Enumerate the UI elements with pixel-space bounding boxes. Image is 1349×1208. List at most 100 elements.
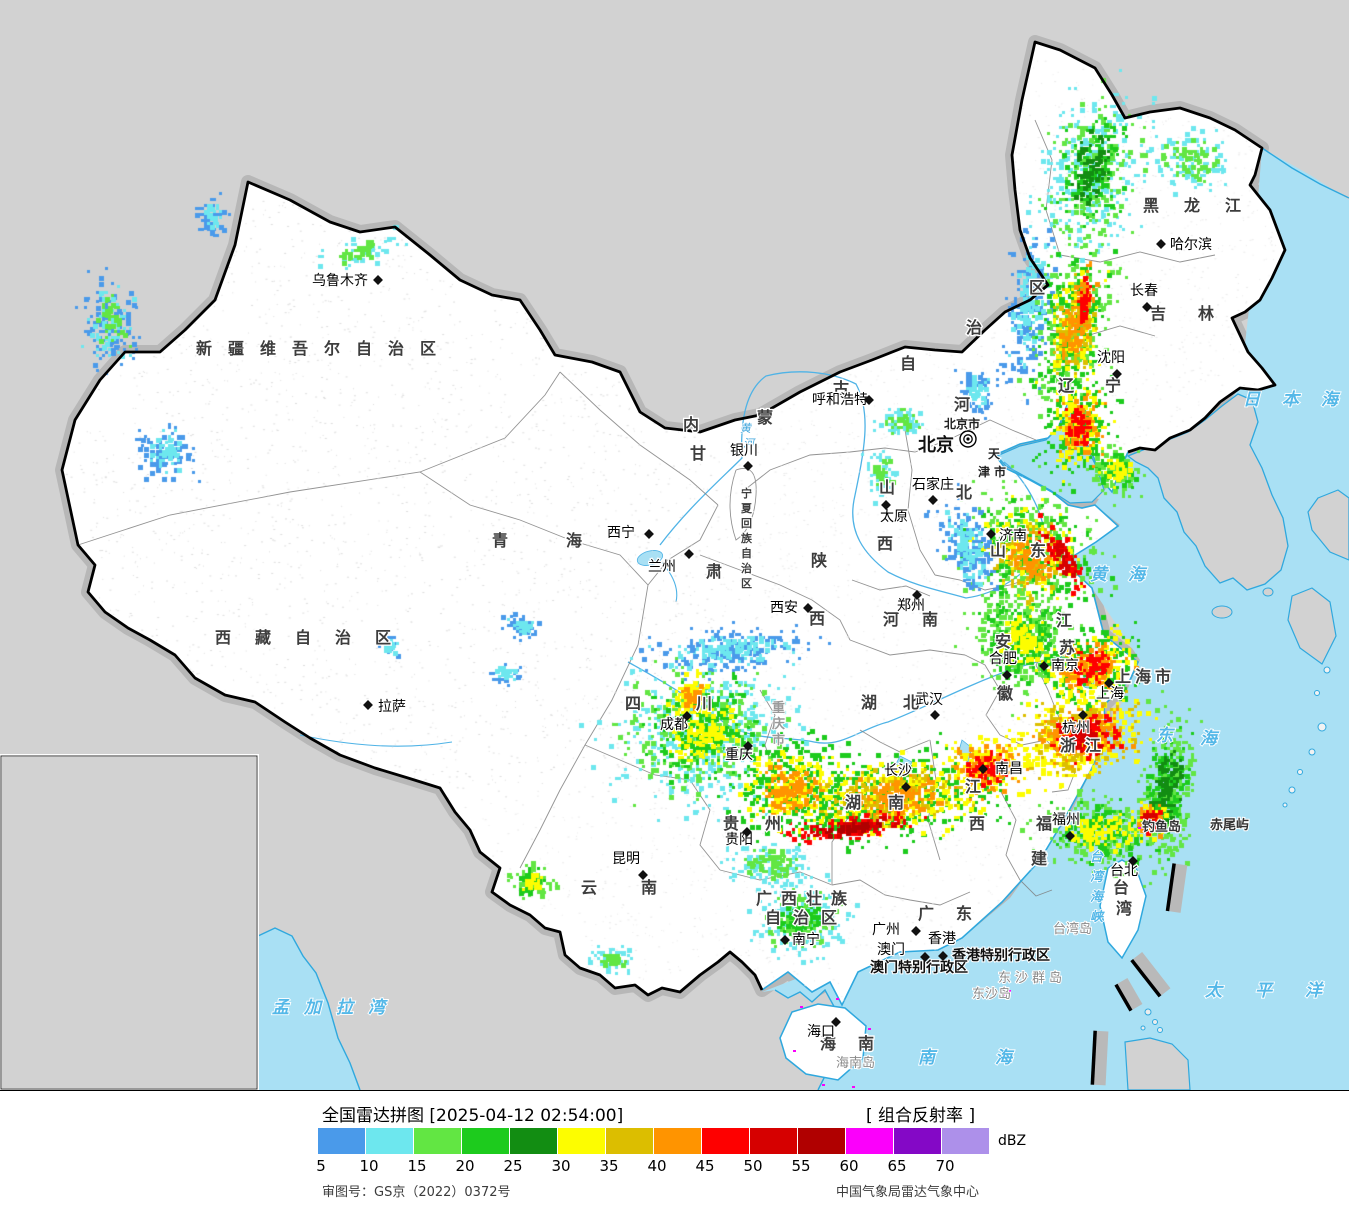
map-label: 甘 — [690, 444, 706, 463]
map-label: 辽宁 — [1058, 376, 1152, 395]
legend-colorbar — [318, 1128, 990, 1154]
map-label: 四川 — [625, 694, 767, 713]
reef-mark — [1008, 990, 1011, 992]
map-label: 永暑礁 — [80, 964, 110, 977]
map-label: 西 — [877, 534, 893, 553]
legend-swatch-70 — [942, 1128, 989, 1154]
map-label: 海口 — [807, 1024, 835, 1040]
map-label: 台湾岛 — [200, 776, 230, 789]
map-label: 云南 — [581, 878, 701, 897]
map-label: 湖北 — [861, 693, 945, 712]
inset-city-marker — [74, 814, 80, 820]
city-marker — [1128, 856, 1138, 866]
map-label: 中沙群岛 — [150, 869, 190, 882]
reef-mark — [868, 1028, 871, 1030]
legend-panel: 全国雷达拼图 [2025-04-12 02:54:00] [ 组合反射率 ] d… — [0, 1090, 1349, 1208]
map-label: 福州 — [1052, 812, 1080, 828]
legend-tick-15: 15 — [407, 1157, 427, 1175]
map-label: 蒙 — [757, 408, 773, 427]
legend-swatch-5 — [318, 1128, 365, 1154]
map-label: 沈阳 — [1097, 350, 1125, 366]
china-radar-map: 新疆维吾尔自治区 西藏自治区 青海甘肃内蒙古自治区宁夏回族自治区山西陕西河北山东 河南… — [0, 0, 1349, 1090]
map-label: 广 — [120, 759, 130, 772]
map-label: 天 — [988, 447, 1001, 461]
map-label: 济南 — [999, 528, 1027, 544]
map-label: 行政区 — [155, 778, 186, 791]
city-marker — [363, 700, 373, 710]
map-label: 西 — [969, 814, 985, 833]
map-label: 东沙岛 — [972, 986, 1011, 1002]
map-label: 黑龙江 — [1143, 196, 1266, 215]
reef-mark — [862, 1046, 865, 1048]
map-label: 广西壮族 — [30, 759, 71, 772]
map-label: 青海 — [492, 531, 640, 550]
city-marker — [912, 590, 922, 600]
map-label: 东 — [1156, 726, 1176, 746]
city-marker — [928, 495, 938, 505]
map-label: 江 — [965, 777, 981, 796]
map-label: 海 — [1200, 729, 1220, 749]
reef-mark — [822, 1084, 825, 1086]
legend-tick-35: 35 — [599, 1157, 619, 1175]
map-label: 浙江 — [1060, 736, 1110, 755]
city-marker — [1104, 678, 1114, 688]
map-label: 山 — [879, 478, 895, 497]
city-marker — [803, 603, 813, 613]
city-marker — [373, 275, 383, 285]
legend-swatch-35 — [606, 1128, 653, 1154]
map-label: 曾母暗沙 — [73, 1043, 113, 1056]
nine-dash-segment — [1114, 978, 1143, 1012]
map-label: 新疆维吾尔自治区 — [196, 339, 452, 358]
legend-tick-70: 70 — [935, 1157, 955, 1175]
map-label: 澳门特别行政区 — [870, 959, 968, 976]
map-label: 澳门 — [104, 781, 124, 794]
map-label: 长春 — [1130, 283, 1158, 299]
map-label: 津 — [978, 464, 990, 479]
map-label: 北 — [956, 483, 972, 502]
map-label: 回 — [741, 516, 752, 530]
national-boundary — [60, 40, 1287, 997]
city-marker — [901, 782, 911, 792]
map-label: 贵州 — [723, 814, 807, 833]
map-label: 银川 — [730, 443, 758, 459]
map-label: 南海 — [104, 913, 206, 931]
map-label: 成都 — [660, 717, 688, 733]
map-label: 呼和浩特 — [812, 392, 868, 408]
map-label: 宁 — [741, 486, 752, 500]
nine-dash-segment — [1090, 1030, 1109, 1086]
map-label: 澳门 — [877, 942, 905, 958]
map-label: 山东 — [990, 541, 1070, 560]
map-label: 广东 — [918, 904, 994, 923]
map-label: 西沙群岛 — [82, 841, 122, 854]
map-label: 太平洋 — [1204, 981, 1349, 1001]
map-label: 武汉 — [915, 692, 943, 708]
legend-swatch-45 — [702, 1128, 749, 1154]
map-label: 东 — [148, 759, 158, 772]
map-label: 海 — [1090, 889, 1105, 905]
map-label: 永兴岛 — [111, 852, 141, 865]
legend-tick-65: 65 — [887, 1157, 907, 1175]
legend-tick-10: 10 — [359, 1157, 379, 1175]
city-marker — [1156, 239, 1166, 249]
map-label: 庆 — [771, 716, 785, 732]
map-label: 湾 — [1090, 869, 1106, 885]
map-label: 南宁 — [52, 767, 72, 780]
legend-tick-45: 45 — [695, 1157, 715, 1175]
legend-product-label: [ 组合反射率 ] — [866, 1106, 976, 1126]
map-label: 湾 — [1116, 899, 1132, 918]
map-label: 市 — [772, 732, 785, 748]
map-label: 海南岛 — [82, 832, 112, 845]
map-label: 郑州 — [897, 598, 925, 614]
map-label: 西安 — [770, 600, 798, 616]
reef-mark — [793, 1050, 796, 1052]
map-label: 杭州 — [1062, 720, 1090, 736]
city-marker — [644, 529, 654, 539]
map-label: 区 — [1029, 278, 1045, 297]
map-label: 合肥 — [989, 651, 1017, 667]
map-label: 峡 — [1090, 909, 1105, 925]
map-label: 西藏自治区 — [215, 628, 415, 647]
map-label: 乌鲁木齐 — [312, 273, 368, 289]
reef-mark — [1002, 994, 1005, 996]
map-label: 区 — [741, 577, 752, 590]
reef-mark — [1138, 827, 1141, 829]
